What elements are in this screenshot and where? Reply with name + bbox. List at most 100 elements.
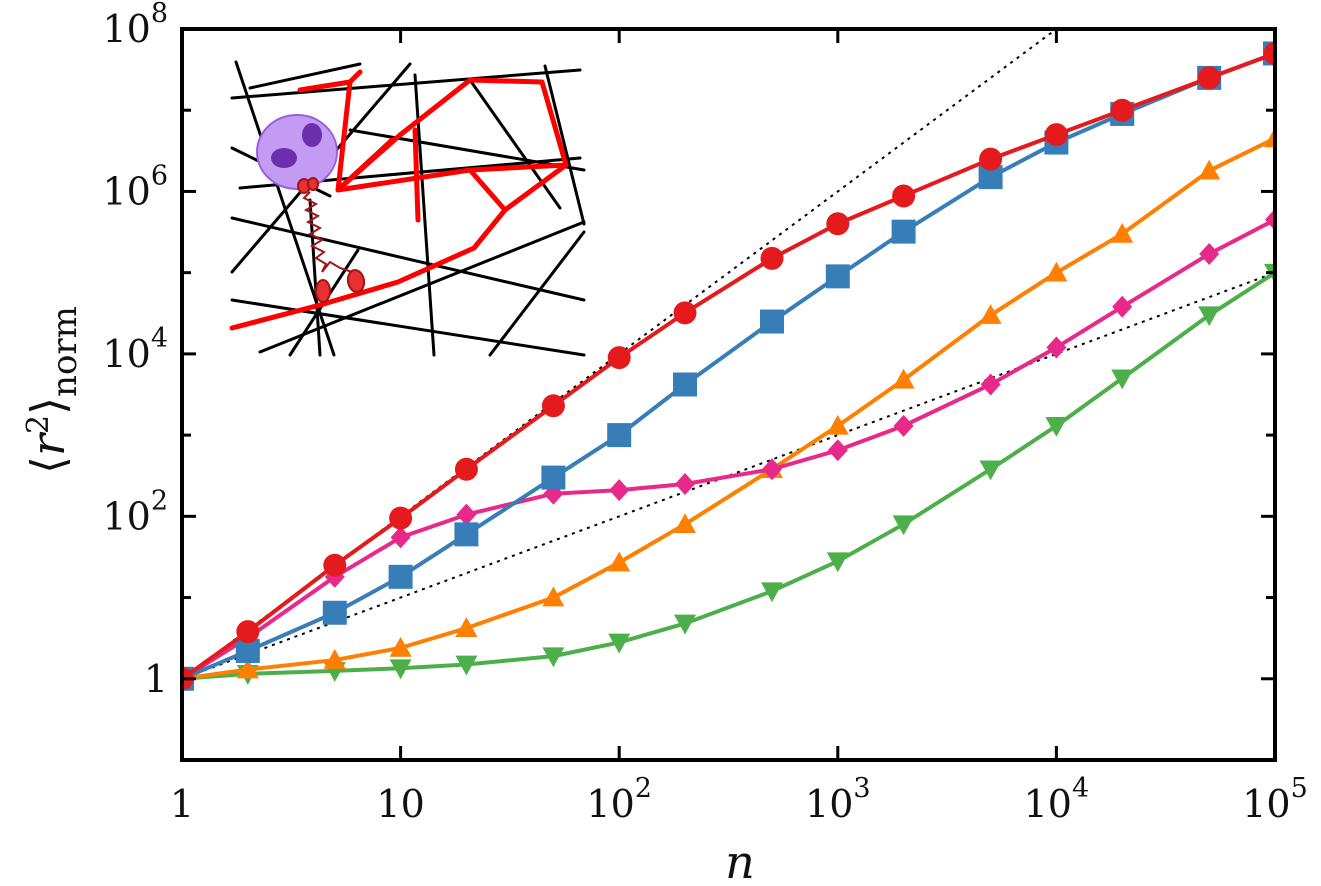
- series-square: [182, 41, 1275, 691]
- data-point-diamond: [893, 414, 914, 437]
- x-tick-label-exponent: 3: [853, 773, 870, 804]
- inset-black-filaments: [230, 60, 586, 357]
- data-point-triangle-down: [892, 515, 915, 536]
- axis-ticks: [180, 27, 1277, 762]
- data-point-diamond: [390, 526, 411, 549]
- data-point-circle: [760, 246, 784, 270]
- x-tick-label-exponent: 4: [1072, 773, 1089, 804]
- data-point-diamond: [675, 473, 696, 496]
- data-point-square: [388, 564, 413, 589]
- plot-frame: [180, 27, 1277, 762]
- data-point-diamond: [1112, 295, 1133, 318]
- data-point-triangle-down: [608, 633, 631, 654]
- data-point-circle: [1110, 98, 1134, 122]
- y-tick-label-exponent: 8: [151, 0, 168, 29]
- y-axis-title: ⟨r2⟩norm: [21, 306, 85, 474]
- y-tick-label-base: 1: [144, 657, 168, 701]
- data-point-circle: [1044, 123, 1068, 147]
- x-axis-title: n: [725, 835, 755, 886]
- data-point-triangle-down: [1045, 417, 1068, 437]
- series-line-square: [182, 51, 1275, 681]
- x-tick-label-base: 10: [586, 782, 634, 826]
- data-point-diamond: [1265, 208, 1275, 231]
- data-point-square: [541, 465, 566, 490]
- data-point-triangle-down: [389, 659, 412, 680]
- data-point-triangle-up: [1111, 222, 1134, 243]
- data-point-square: [454, 522, 479, 547]
- data-point-diamond: [761, 458, 782, 481]
- data-point-diamond: [609, 479, 630, 502]
- data-point-circle: [323, 553, 347, 577]
- y-axis-title-power: 2: [21, 415, 56, 434]
- motor-protein-icon: [297, 177, 366, 303]
- data-point-diamond: [1199, 242, 1220, 265]
- data-point-triangle-up: [826, 414, 849, 435]
- data-point-circle: [892, 184, 916, 208]
- data-point-triangle-up: [979, 304, 1002, 324]
- data-point-triangle-down: [979, 460, 1002, 481]
- data-point-square: [825, 264, 850, 289]
- x-tick-label-base: 1: [170, 782, 194, 826]
- y-tick-label: 102: [102, 485, 168, 538]
- data-point-triangle-up: [674, 513, 697, 534]
- x-tick-label-base: 10: [376, 782, 424, 826]
- y-axis-title-bracket-open: ⟨: [21, 456, 75, 474]
- data-point-circle: [673, 301, 697, 325]
- data-point-triangle-up: [323, 649, 346, 669]
- data-point-circle: [389, 506, 413, 530]
- y-axis-title-subscript: norm: [45, 306, 85, 397]
- data-point-circle: [541, 394, 565, 418]
- data-point-circle: [826, 212, 850, 236]
- data-point-triangle-up: [892, 368, 915, 389]
- data-point-triangle-down: [826, 552, 849, 573]
- x-tick-label-base: 10: [1242, 782, 1290, 826]
- series-circle: [182, 41, 1275, 691]
- data-point-triangle-down: [1264, 263, 1275, 284]
- data-point-triangle-up: [1264, 127, 1275, 148]
- inset-red-filaments: [229, 69, 569, 331]
- series-line-triangle-down: [182, 270, 1275, 681]
- data-point-triangle-down: [674, 614, 697, 635]
- data-point-square: [891, 219, 916, 244]
- data-point-triangle-down: [760, 582, 783, 603]
- x-tick-label-exponent: 2: [635, 773, 652, 804]
- x-tick-label-exponent: 5: [1291, 773, 1308, 804]
- data-point-triangle-up: [455, 617, 478, 637]
- data-point-triangle-down: [1198, 306, 1221, 327]
- x-tick-label: 10: [376, 782, 424, 826]
- series-diamond: [182, 208, 1275, 690]
- data-point-triangle-up: [542, 586, 565, 607]
- x-tick-label: 103: [805, 773, 871, 826]
- reference-line-2: [182, 271, 1275, 680]
- data-point-square: [322, 600, 347, 625]
- x-tick-label-base: 10: [1024, 782, 1072, 826]
- y-tick-label-base: 10: [102, 332, 150, 376]
- series-line-triangle-up: [182, 136, 1275, 681]
- y-tick-label-base: 10: [102, 169, 150, 213]
- y-tick-label-exponent: 4: [151, 323, 168, 354]
- series-line-circle: [182, 51, 1275, 681]
- y-tick-label: 1: [144, 657, 168, 701]
- y-axis-title-r: r: [21, 431, 75, 456]
- y-tick-label: 106: [102, 160, 168, 213]
- x-tick-label-base: 10: [805, 782, 853, 826]
- data-point-triangle-up: [608, 551, 631, 572]
- data-point-circle: [1197, 66, 1221, 90]
- chart-marks: [182, 29, 1275, 691]
- x-tick-label: 105: [1242, 773, 1308, 826]
- data-point-square: [759, 309, 784, 334]
- x-tick-label: 1: [170, 782, 194, 826]
- y-axis-title-bracket-close: ⟩: [21, 397, 75, 415]
- data-point-triangle-up: [1198, 159, 1221, 180]
- data-point-circle: [454, 457, 478, 481]
- data-point-triangle-down: [542, 647, 565, 668]
- data-point-circle: [1263, 41, 1275, 65]
- x-tick-label: 104: [1024, 773, 1090, 826]
- y-tick-label-base: 10: [102, 7, 150, 51]
- data-point-square: [607, 423, 632, 448]
- data-point-circle: [236, 620, 260, 644]
- y-tick-label-exponent: 6: [151, 160, 168, 191]
- data-point-diamond: [456, 503, 477, 526]
- series-line-diamond: [182, 217, 1275, 681]
